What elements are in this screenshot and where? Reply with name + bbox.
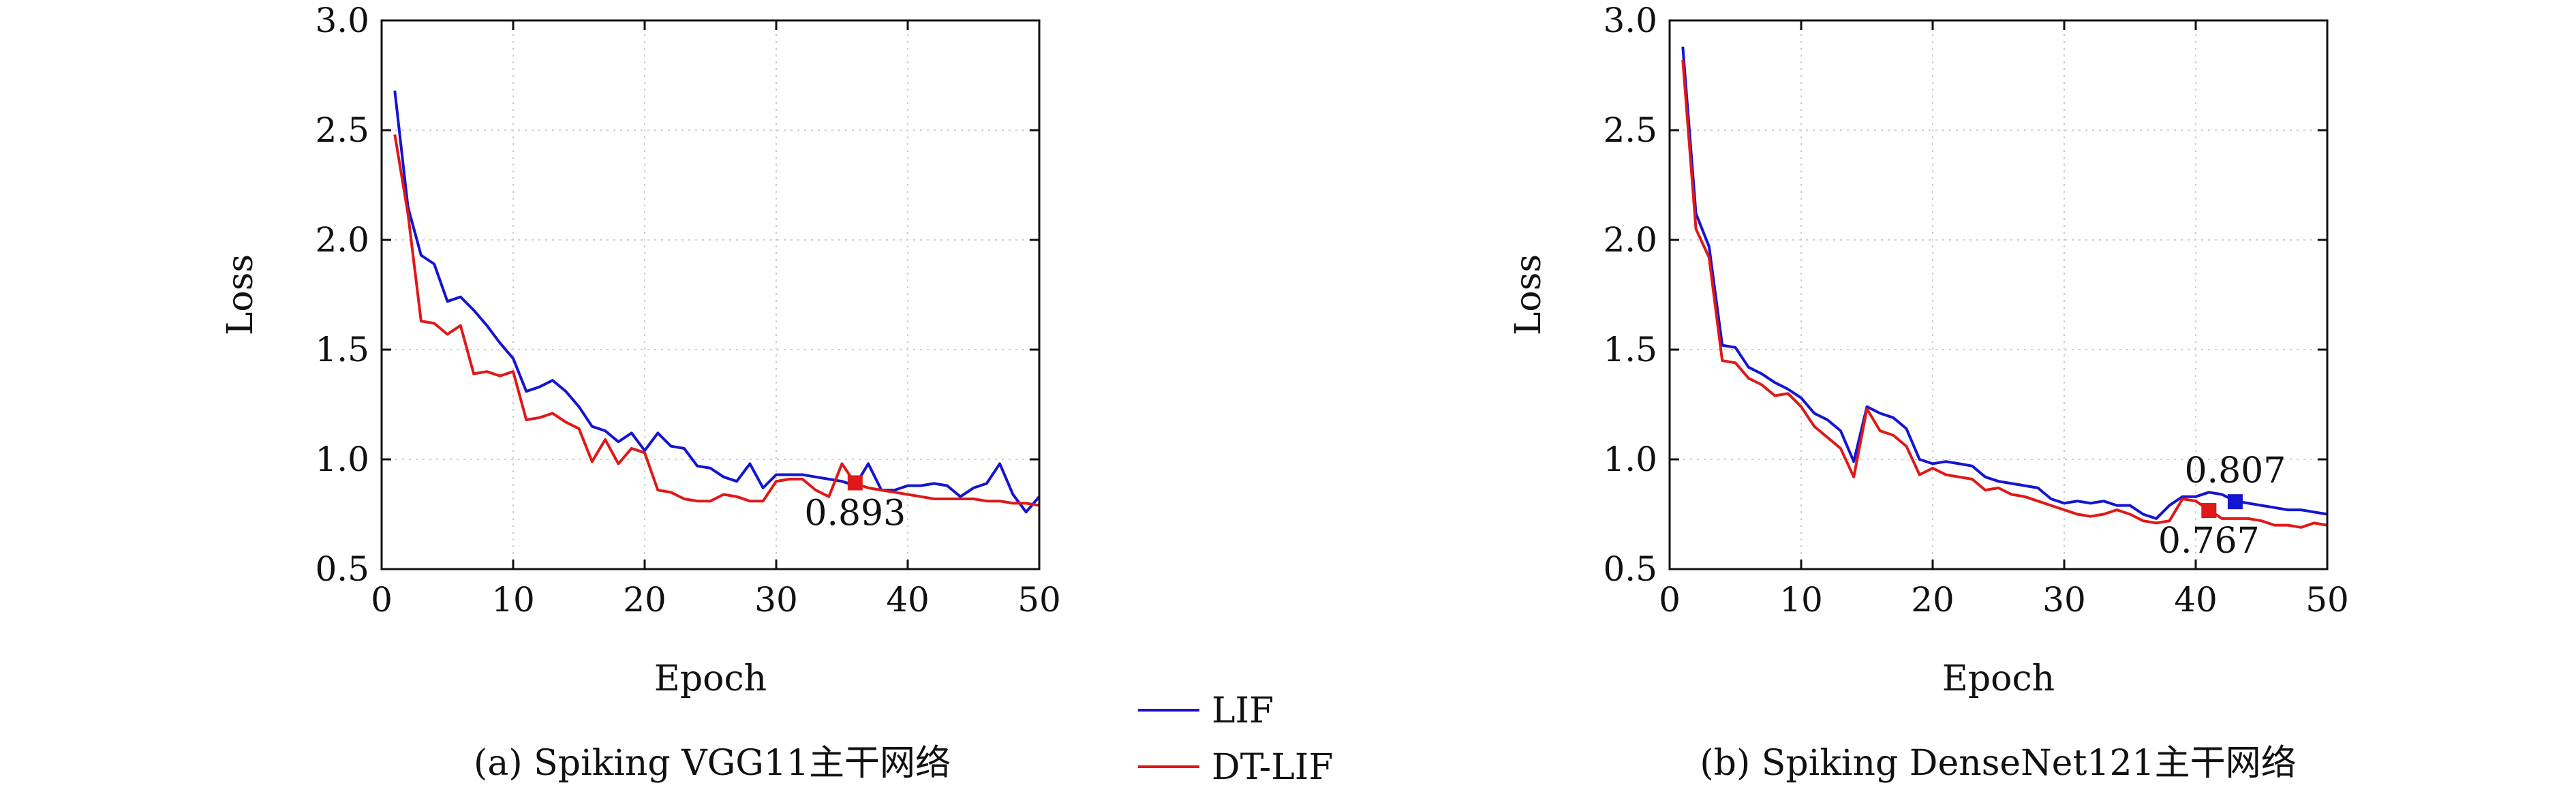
x-tick-label: 40: [2174, 580, 2218, 620]
x-tick-label: 50: [2305, 580, 2349, 620]
marker-label-lif: 0.807: [2184, 451, 2286, 491]
x-tick-label: 30: [754, 580, 798, 620]
x-tick-label: 20: [623, 580, 666, 620]
legend: LIF DT-LIF: [1138, 690, 1333, 788]
marker-label-dt-lif: 0.767: [2158, 521, 2260, 562]
marker-dt-lif: [847, 475, 863, 491]
y-axis-label: Loss: [1508, 254, 1549, 335]
chart-caption: (b) Spiking DenseNet121主干网络: [1700, 743, 2296, 784]
y-tick-label: 1.0: [1603, 440, 1657, 479]
y-tick-label: 1.5: [1603, 330, 1657, 369]
y-tick-label: 3.0: [315, 1, 369, 40]
series-line-dt-lif: [1681, 59, 2328, 529]
chart-caption: (a) Spiking VGG11主干网络: [474, 743, 951, 784]
y-tick-label: 2.5: [1603, 110, 1657, 150]
y-tick-label: 2.0: [1603, 220, 1657, 260]
chart-vgg11: 0.893 0 10 20 30 40 50 0.5 1.0 1.5 2.0 2.5 3.0 Epoch L…: [220, 1, 1061, 784]
plot-frame: [380, 19, 1041, 570]
marker-dt-lif: [2201, 503, 2217, 519]
x-tick-label: 40: [886, 580, 930, 620]
legend-label-dt-lif: DT-LIF: [1212, 747, 1333, 788]
y-tick-label: 1.5: [315, 330, 369, 369]
series-line-dt-lif: [393, 134, 1040, 507]
x-axis-label: Epoch: [654, 658, 767, 699]
series-line-lif: [393, 90, 1041, 514]
y-tick-label: 2.0: [315, 220, 369, 260]
chart-densenet121: 0.807 0.767 0 10 20 30 40 50 0.5 1.0 1.5 2.0 2.5 3.0 E…: [1508, 1, 2349, 784]
y-tick-label: 3.0: [1603, 1, 1657, 40]
legend-label-lif: LIF: [1212, 690, 1274, 731]
x-tick-label: 50: [1017, 580, 1061, 620]
x-tick-label: 20: [1911, 580, 1954, 620]
x-tick-label: 10: [491, 580, 535, 620]
marker-label-dt-lif: 0.893: [804, 493, 906, 534]
y-tick-label: 0.5: [1603, 549, 1657, 589]
y-tick-label: 2.5: [315, 110, 369, 150]
x-tick-label: 30: [2042, 580, 2086, 620]
x-tick-label: 0: [1659, 580, 1681, 620]
y-tick-label: 0.5: [315, 549, 369, 589]
x-tick-label: 10: [1779, 580, 1823, 620]
series-line-lif: [1681, 46, 2328, 520]
x-tick-label: 0: [371, 580, 393, 620]
plot-frame: [1668, 19, 2329, 570]
x-axis-label: Epoch: [1942, 658, 2055, 699]
y-tick-label: 1.0: [315, 440, 369, 479]
marker-lif: [2227, 494, 2243, 510]
y-axis-label: Loss: [220, 254, 261, 335]
